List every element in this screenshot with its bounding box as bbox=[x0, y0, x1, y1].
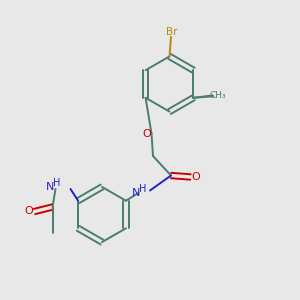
Text: Br: Br bbox=[166, 27, 177, 37]
Text: N: N bbox=[46, 182, 55, 193]
Text: N: N bbox=[131, 188, 140, 198]
Text: O: O bbox=[142, 129, 152, 139]
Text: O: O bbox=[25, 206, 34, 217]
Text: CH₃: CH₃ bbox=[210, 91, 226, 100]
Text: H: H bbox=[53, 178, 61, 188]
Text: H: H bbox=[139, 184, 146, 194]
Text: O: O bbox=[191, 172, 200, 182]
